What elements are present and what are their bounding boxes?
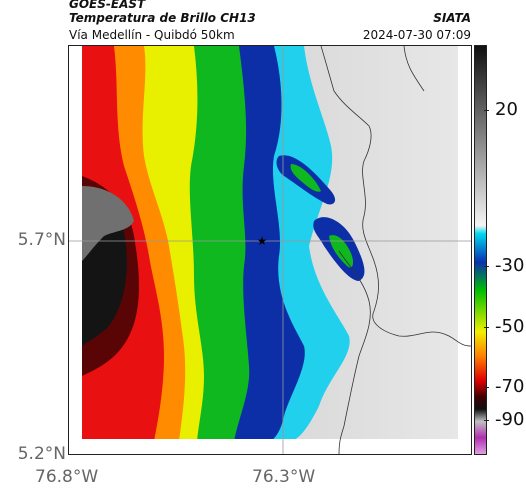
lat-tick-5.7: 5.7°N [17, 230, 66, 250]
lat-tick-5.2: 5.2°N [17, 444, 66, 464]
map-panel: ★ [68, 45, 472, 455]
colorbar-tick-minus30: -30 [495, 255, 525, 276]
brightness-temperature-map: ★ [69, 46, 471, 454]
satellite-title: GOES-EAST [69, 0, 146, 11]
cell-2-core [290, 164, 321, 192]
colorbar-gradient [475, 46, 486, 454]
cell-1-core [329, 235, 354, 268]
lon-tick-76.8: 76.8°W [35, 467, 99, 487]
gray-core [82, 186, 134, 261]
region-subtitle: Vía Medellín - Quibdó 50km [69, 28, 235, 42]
lon-tick-76.3: 76.3°W [252, 467, 316, 487]
org-label: SIATA [433, 11, 471, 25]
location-star-icon: ★ [257, 234, 268, 248]
no-data-strip [69, 439, 471, 454]
border-line [320, 46, 471, 347]
border-line-2 [338, 250, 371, 454]
colorbar-tick-20: 20 [495, 99, 518, 120]
colorbar [474, 45, 487, 455]
no-data-right [458, 46, 471, 454]
datetime-label: 2024-07-30 07:09 [362, 28, 471, 42]
colorbar-tick-minus90: -90 [495, 409, 525, 430]
no-data-left [69, 46, 82, 454]
border-line-3 [403, 46, 425, 92]
product-title: Temperatura de Brillo CH13 [69, 11, 256, 25]
colorbar-tick-minus50: -50 [495, 316, 525, 337]
colorbar-tick-minus70: -70 [495, 376, 525, 397]
